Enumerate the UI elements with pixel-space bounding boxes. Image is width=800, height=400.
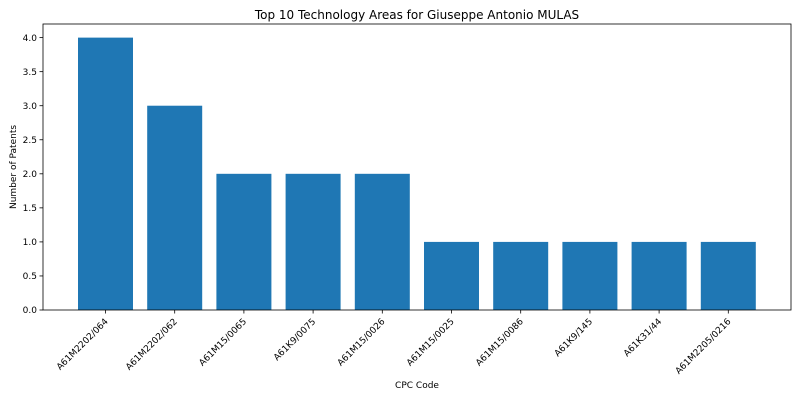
bar-A61M15/0065 <box>216 174 271 310</box>
y-tick-label: 0.0 <box>23 306 38 316</box>
bar-A61M2202/064 <box>78 38 133 310</box>
y-tick-label: 4.0 <box>23 34 38 44</box>
bar-A61K31/44 <box>632 242 687 310</box>
x-tick-label: A61M2202/062 <box>124 317 180 373</box>
x-tick-label: A61M15/0065 <box>198 317 249 368</box>
x-tick-label: A61M2205/0216 <box>674 317 734 377</box>
x-tick-label: A61M15/0025 <box>405 317 456 368</box>
bar-A61M2205/0216 <box>701 242 756 310</box>
bar-A61M15/0026 <box>355 174 410 310</box>
y-tick-label: 1.5 <box>23 204 37 214</box>
x-tick-label: A61K9/145 <box>553 317 595 359</box>
chart-title: Top 10 Technology Areas for Giuseppe Ant… <box>254 8 579 22</box>
y-tick-label: 1.0 <box>23 238 38 248</box>
bars <box>78 38 756 310</box>
x-tick-label: A61K9/0075 <box>272 317 318 363</box>
bar-A61M15/0025 <box>424 242 479 310</box>
x-axis-label: CPC Code <box>395 381 439 391</box>
x-tick-label: A61M15/0086 <box>474 317 526 369</box>
bar-A61K9/145 <box>562 242 617 310</box>
bar-A61M15/0086 <box>493 242 548 310</box>
x-axis: A61M2202/064A61M2202/062 A61M15/0065 A61K9… <box>55 310 733 377</box>
y-tick-label: 2.0 <box>23 170 38 180</box>
x-tick-label: A61M2202/064 <box>55 317 111 373</box>
bar-A61K9/0075 <box>286 174 341 310</box>
bar-A61M2202/062 <box>147 106 202 310</box>
x-tick-label: A61M15/0026 <box>336 317 388 369</box>
y-axis: 0.0 0.5 1.0 1.5 2.0 2.5 3.0 3.5 4.0 <box>23 34 43 316</box>
y-axis-label: Number of Patents <box>9 125 19 209</box>
y-tick-label: 3.5 <box>23 68 37 78</box>
y-tick-label: 3.0 <box>23 102 38 112</box>
y-tick-label: 0.5 <box>23 272 37 282</box>
y-tick-label: 2.5 <box>23 136 37 146</box>
x-tick-label: A61K31/44 <box>622 317 664 359</box>
